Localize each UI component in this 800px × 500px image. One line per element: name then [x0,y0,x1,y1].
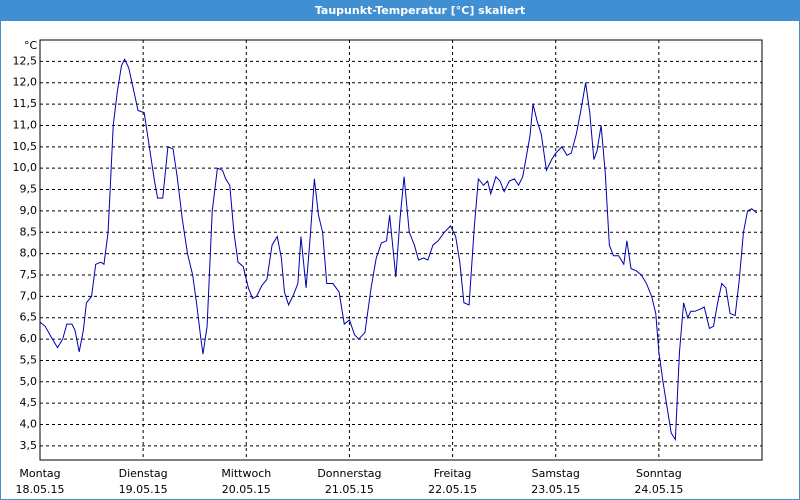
x-tick-label: Donnerstag [317,467,381,480]
y-tick-label: 9,0 [20,204,38,217]
x-tick-label: Dienstag [119,467,168,480]
x-tick-date: 18.05.15 [16,483,65,496]
x-tick-label: Montag [19,467,60,480]
x-tick-label: Sonntag [636,467,682,480]
x-tick-date: 19.05.15 [119,483,168,496]
y-tick-label: 8,0 [20,247,38,260]
y-tick-label: 5,0 [20,375,38,388]
y-tick-label: 4,5 [20,396,38,409]
y-tick-label: 10,0 [13,161,38,174]
y-tick-label: 9,5 [20,183,38,196]
y-tick-label: 7,5 [20,268,38,281]
y-tick-label: 8,5 [20,225,38,238]
y-tick-label: 7,0 [20,289,38,302]
y-tick-label: 12,0 [13,76,38,89]
chart-title: Taupunkt-Temperatur [°C] skaliert [315,4,525,17]
x-tick-label: Samstag [532,467,580,480]
x-tick-date: 22.05.15 [428,483,477,496]
unit-label: °C [24,39,38,52]
x-tick-label: Mittwoch [221,467,271,480]
y-tick-label: 5,5 [20,353,38,366]
x-tick-label: Freitag [434,467,472,480]
y-tick-label: 6,5 [20,311,38,324]
y-tick-label: 11,0 [13,118,38,131]
x-tick-date: 23.05.15 [531,483,580,496]
title-bar [0,0,800,21]
data-line [39,58,758,442]
y-tick-label: 6,0 [20,332,38,345]
y-tick-label: 10,5 [13,140,38,153]
x-tick-date: 24.05.15 [634,483,683,496]
x-tick-date: 20.05.15 [222,483,271,496]
y-tick-label: 3,5 [20,439,38,452]
y-tick-label: 4,0 [20,418,38,431]
y-tick-label: 11,5 [13,97,38,110]
y-tick-label: 12,5 [13,54,38,67]
x-tick-date: 21.05.15 [325,483,374,496]
